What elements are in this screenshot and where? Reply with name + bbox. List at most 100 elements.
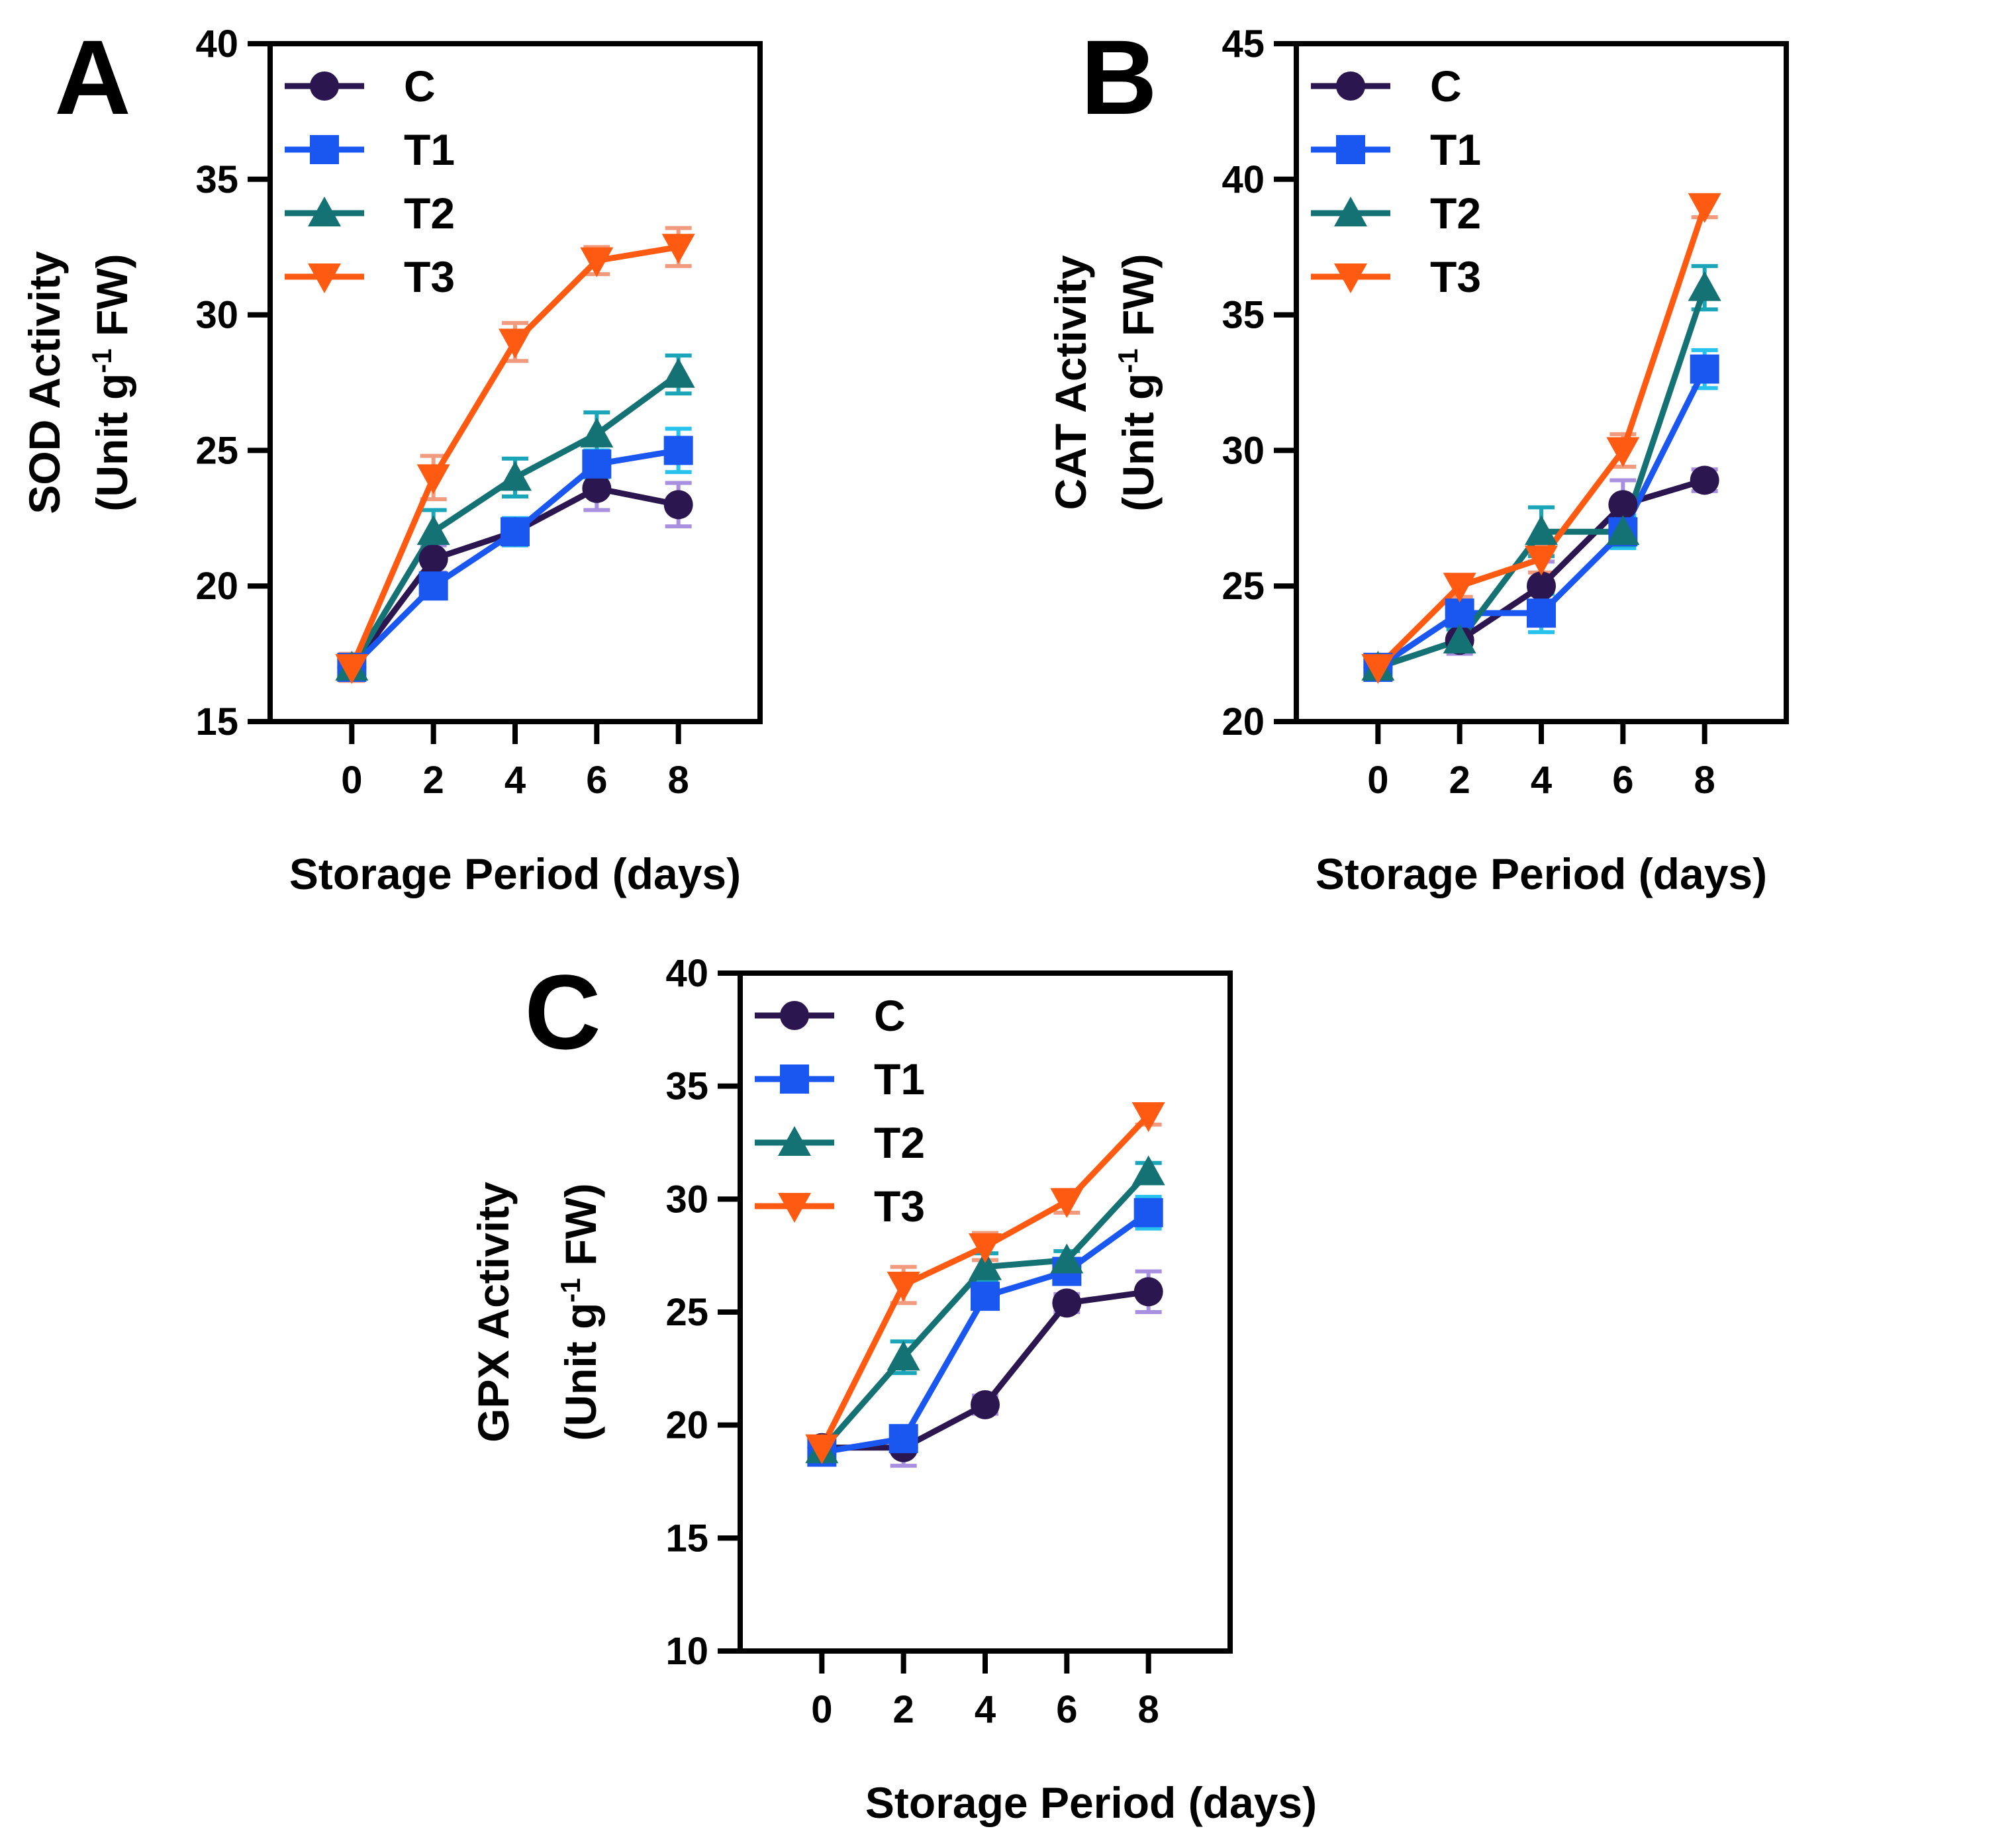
x-tick-label: 8 bbox=[1138, 1688, 1159, 1731]
y-tick-label: 20 bbox=[195, 565, 238, 608]
y-tick-label: 25 bbox=[665, 1291, 708, 1334]
y-axis: 10 15 20 25 30 35 40 bbox=[665, 952, 740, 1673]
data-point-t3 bbox=[580, 247, 614, 277]
y-tick-label: 40 bbox=[1222, 158, 1265, 201]
data-point-t1 bbox=[582, 449, 612, 479]
x-tick-label: 6 bbox=[1612, 759, 1633, 802]
y-tick-label: 40 bbox=[665, 952, 708, 995]
panel-a: A 15 20 25 30 35 40 0 2 4 6 8 Storage Period (day… bbox=[20, 18, 763, 898]
legend-label: T3 bbox=[404, 252, 455, 301]
legend: C T1 T2 T3 bbox=[755, 991, 925, 1231]
legend-label: T3 bbox=[1430, 252, 1481, 301]
y-tick-label: 30 bbox=[1222, 429, 1265, 472]
y-unit-post: FW) bbox=[87, 254, 136, 348]
data-point-t1 bbox=[1133, 1198, 1163, 1227]
series-line-c bbox=[349, 485, 679, 669]
series-markers bbox=[805, 1102, 1165, 1467]
y-tick-label: 45 bbox=[1222, 23, 1265, 66]
data-point-t3 bbox=[1443, 573, 1476, 603]
y-unit-sup: -1 bbox=[1112, 348, 1143, 373]
legend: C T1 T2 T3 bbox=[1311, 62, 1481, 301]
y-axis: 20 25 30 35 40 45 bbox=[1222, 23, 1296, 743]
x-tick-label: 0 bbox=[1367, 759, 1388, 802]
data-point-t3 bbox=[416, 464, 450, 495]
y-tick-label: 35 bbox=[665, 1065, 708, 1108]
panel-b: B 20 25 30 35 40 45 0 2 4 6 8 Storage Period (day… bbox=[1046, 18, 1789, 898]
x-tick-label: 0 bbox=[341, 759, 362, 802]
y-tick-label: 15 bbox=[665, 1517, 708, 1560]
data-point-c bbox=[971, 1390, 1000, 1419]
series-markers bbox=[335, 234, 695, 685]
panel-letter: B bbox=[1080, 18, 1157, 136]
panel-c: C 10 15 20 25 30 35 40 0 2 4 6 8 Storage Period (d… bbox=[469, 952, 1317, 1827]
y-axis-title-line1: CAT Activity bbox=[1046, 255, 1095, 510]
x-axis-title: Storage Period (days) bbox=[1316, 849, 1767, 898]
x-tick-label: 4 bbox=[504, 759, 526, 802]
data-point-t3 bbox=[805, 1434, 839, 1464]
legend-marker-c bbox=[780, 1001, 809, 1030]
y-axis-title-line2: (Unit g-1 FW) bbox=[555, 1183, 605, 1441]
data-point-t1 bbox=[888, 1424, 918, 1454]
legend-label: T1 bbox=[404, 125, 455, 174]
data-point-t3 bbox=[335, 654, 369, 685]
y-tick-label: 25 bbox=[1222, 565, 1265, 608]
data-point-t3 bbox=[969, 1233, 1002, 1264]
legend-marker-t2 bbox=[778, 1126, 811, 1156]
panel-letter: C bbox=[524, 953, 601, 1071]
legend: C T1 T2 T3 bbox=[285, 62, 455, 301]
data-point-t1 bbox=[971, 1282, 1000, 1311]
data-point-c bbox=[1608, 490, 1638, 520]
y-axis: 15 20 25 30 35 40 bbox=[195, 23, 270, 743]
data-point-t2 bbox=[1525, 515, 1558, 545]
y-tick-label: 10 bbox=[665, 1630, 708, 1673]
data-point-c bbox=[582, 473, 612, 503]
data-point-t3 bbox=[1525, 545, 1558, 576]
y-tick-label: 35 bbox=[1222, 294, 1265, 337]
data-point-t3 bbox=[1688, 193, 1721, 223]
data-point-t2 bbox=[1131, 1155, 1165, 1186]
y-tick-label: 35 bbox=[195, 158, 238, 201]
data-point-c bbox=[1052, 1288, 1082, 1318]
y-unit-post: FW) bbox=[1114, 254, 1163, 348]
y-tick-label: 30 bbox=[665, 1178, 708, 1221]
y-tick-label: 30 bbox=[195, 294, 238, 337]
data-point-t1 bbox=[1690, 354, 1719, 384]
legend-label: T2 bbox=[1430, 189, 1481, 238]
data-point-c bbox=[1527, 571, 1556, 601]
data-point-t3 bbox=[887, 1272, 920, 1302]
data-point-t2 bbox=[580, 417, 614, 448]
y-tick-label: 20 bbox=[1222, 700, 1265, 743]
data-point-t1 bbox=[1527, 598, 1556, 628]
y-axis-title-line2: (Unit g-1 FW) bbox=[1112, 254, 1163, 511]
x-axis-title: Storage Period (days) bbox=[289, 849, 741, 898]
y-axis-title-line2: (Unit g-1 FW) bbox=[86, 254, 136, 511]
x-axis: 0 2 4 6 8 bbox=[341, 722, 689, 802]
legend-marker-t3 bbox=[1334, 263, 1367, 293]
y-tick-label: 25 bbox=[195, 429, 238, 472]
legend-marker-t1 bbox=[310, 135, 339, 164]
x-tick-label: 2 bbox=[893, 1688, 914, 1731]
legend-marker-t2 bbox=[308, 197, 341, 226]
data-point-t1 bbox=[501, 517, 530, 547]
y-unit-pre: (Unit g bbox=[1114, 373, 1163, 512]
y-tick-label: 40 bbox=[195, 23, 238, 66]
legend-marker-t1 bbox=[1336, 135, 1365, 164]
series-markers bbox=[1361, 193, 1721, 685]
legend-label: C bbox=[404, 62, 436, 111]
data-point-t1 bbox=[663, 436, 693, 465]
data-point-t1 bbox=[1445, 598, 1474, 628]
x-tick-label: 0 bbox=[811, 1688, 832, 1731]
y-unit-post: FW) bbox=[556, 1183, 605, 1278]
panel-letter: A bbox=[54, 18, 131, 136]
legend-label: C bbox=[1430, 62, 1462, 111]
x-axis: 0 2 4 6 8 bbox=[1367, 722, 1715, 802]
x-tick-label: 6 bbox=[1056, 1688, 1077, 1731]
legend-marker-c bbox=[1336, 71, 1365, 101]
legend-label: C bbox=[874, 991, 906, 1040]
x-tick-label: 4 bbox=[1531, 759, 1552, 802]
data-point-t3 bbox=[1606, 437, 1640, 467]
y-axis-title-line1: SOD Activity bbox=[20, 251, 69, 514]
legend-label: T2 bbox=[404, 189, 455, 238]
x-tick-label: 2 bbox=[423, 759, 444, 802]
data-point-c bbox=[1133, 1277, 1163, 1307]
